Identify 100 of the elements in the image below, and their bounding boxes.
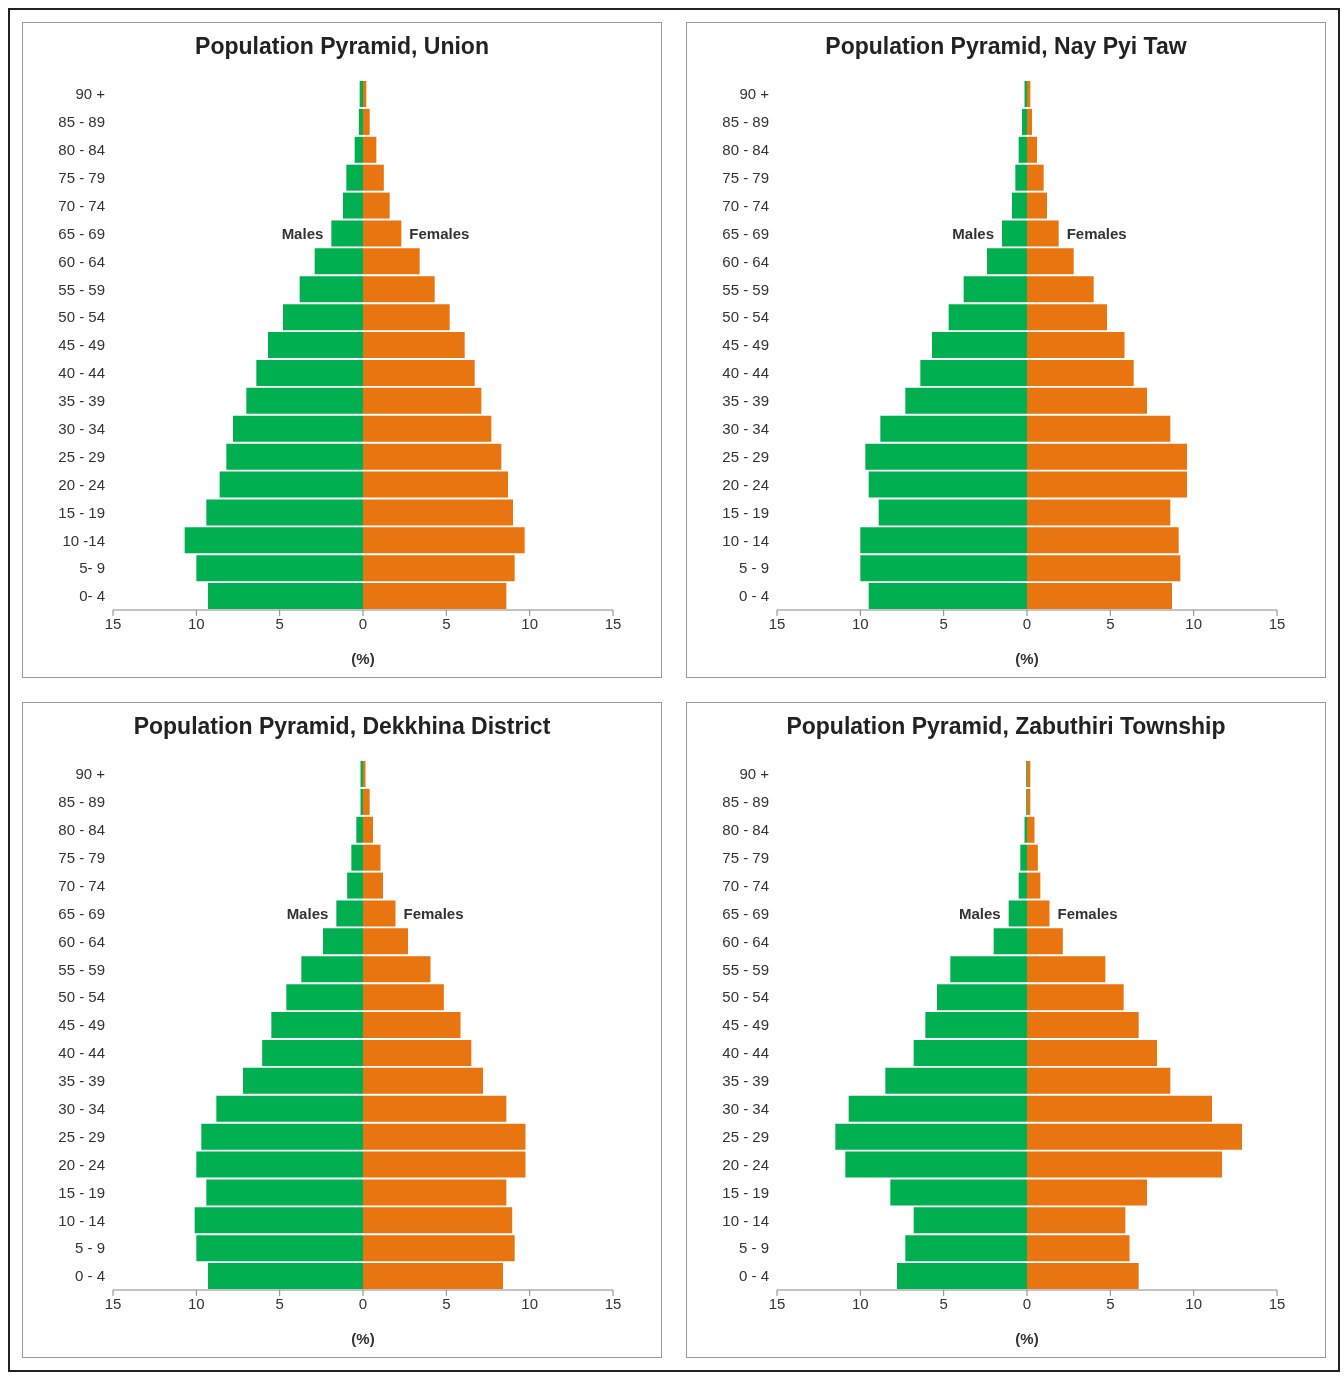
chart-title: Population Pyramid, Nay Pyi Taw (824, 33, 1188, 60)
y-tick-label: 5 - 9 (738, 1239, 769, 1257)
bar (1027, 583, 1172, 610)
x-tick-label: 5 (442, 1294, 451, 1312)
y-tick-label: 45 - 49 (722, 336, 769, 354)
x-tick-label: 15 (104, 614, 122, 632)
bar (1027, 928, 1063, 955)
x-tick-label: 15 (1268, 614, 1286, 632)
bar (1027, 387, 1147, 414)
x-tick-label: 5 (1106, 1294, 1115, 1312)
bar (346, 164, 363, 191)
bar (1027, 844, 1038, 871)
y-tick-label: 75 - 79 (58, 848, 105, 866)
bar (913, 1207, 1027, 1234)
bar (1027, 788, 1031, 815)
y-tick-label: 90 + (739, 85, 770, 103)
y-tick-label: 65 - 69 (58, 904, 105, 922)
bar (196, 555, 363, 582)
y-tick-label: 50 - 54 (722, 308, 769, 326)
x-tick-label: 10 (187, 1294, 205, 1312)
y-tick-label: 35 - 39 (722, 1072, 769, 1090)
y-tick-label: 40 - 44 (722, 364, 769, 382)
y-tick-label: 20 - 24 (58, 475, 105, 493)
x-axis-title: (%) (350, 1330, 376, 1347)
y-tick-label: 65 - 69 (58, 224, 105, 242)
bar (358, 108, 363, 135)
bar (283, 304, 363, 331)
y-tick-label: 80 - 84 (58, 141, 105, 159)
bar (920, 359, 1027, 386)
bar (363, 984, 444, 1011)
x-tick-label: 15 (604, 614, 622, 632)
x-axis-title: (%) (350, 650, 376, 667)
bar (301, 956, 363, 983)
y-tick-label: 30 - 34 (722, 1100, 769, 1118)
y-tick-label: 0- 4 (79, 587, 105, 605)
bar (897, 1263, 1027, 1290)
bar (363, 359, 475, 386)
bar (246, 387, 363, 414)
y-tick-label: 75 - 79 (722, 848, 769, 866)
y-tick-label: 0 - 4 (738, 1267, 769, 1285)
bar (354, 136, 363, 163)
x-tick-label: 15 (1268, 1294, 1286, 1312)
y-tick-label: 75 - 79 (58, 168, 105, 186)
x-tick-label: 5 (939, 1294, 948, 1312)
bar (1027, 108, 1032, 135)
bar (363, 844, 381, 871)
bar (262, 1039, 363, 1066)
x-tick-label: 15 (768, 614, 786, 632)
y-tick-label: 20 - 24 (58, 1155, 105, 1173)
y-tick-label: 80 - 84 (722, 141, 769, 159)
chart-title: Population Pyramid, Union (194, 33, 490, 60)
x-tick-label: 5 (939, 614, 948, 632)
bar (1027, 555, 1181, 582)
bar (1027, 332, 1125, 359)
bar (363, 1067, 483, 1094)
bar (993, 928, 1027, 955)
x-tick-label: 0 (1022, 614, 1032, 632)
y-tick-label: 10 - 14 (58, 1211, 105, 1229)
x-tick-label: 0 (358, 1294, 368, 1312)
y-tick-label: 60 - 64 (58, 932, 105, 950)
bar (1027, 527, 1179, 554)
bar (363, 1123, 526, 1150)
bar (937, 984, 1027, 1011)
y-tick-label: 55 - 59 (722, 960, 769, 978)
x-tick-label: 10 (851, 1294, 869, 1312)
bar (363, 1012, 461, 1039)
bar (1022, 108, 1027, 135)
x-tick-label: 5 (275, 1294, 284, 1312)
y-tick-label: 70 - 74 (58, 876, 105, 894)
bar (363, 816, 373, 843)
y-tick-label: 75 - 79 (722, 168, 769, 186)
bar (1027, 984, 1124, 1011)
bar (865, 443, 1027, 470)
bar (1027, 1039, 1157, 1066)
bar (932, 332, 1027, 359)
bar (216, 1095, 363, 1122)
y-tick-label: 10 - 14 (722, 531, 769, 549)
bar (363, 304, 450, 331)
series-label: Males (286, 904, 329, 922)
y-tick-label: 45 - 49 (722, 1016, 769, 1034)
bar (1027, 136, 1037, 163)
bar (925, 1012, 1027, 1039)
bar (848, 1095, 1027, 1122)
bar (363, 136, 377, 163)
bar (1027, 81, 1031, 107)
bar (860, 555, 1027, 582)
bar (184, 527, 363, 554)
y-tick-label: 70 - 74 (722, 196, 769, 214)
y-tick-label: 15 - 19 (58, 503, 105, 521)
y-tick-label: 45 - 49 (58, 336, 105, 354)
y-tick-label: 10 - 14 (722, 1211, 769, 1229)
bar (208, 583, 363, 610)
bar (243, 1067, 363, 1094)
bar (363, 1039, 472, 1066)
bar (880, 415, 1027, 442)
y-tick-label: 30 - 34 (722, 420, 769, 438)
bar (363, 108, 370, 135)
y-tick-label: 70 - 74 (58, 196, 105, 214)
series-label: Males (958, 904, 1001, 922)
y-tick-label: 90 + (75, 85, 106, 103)
